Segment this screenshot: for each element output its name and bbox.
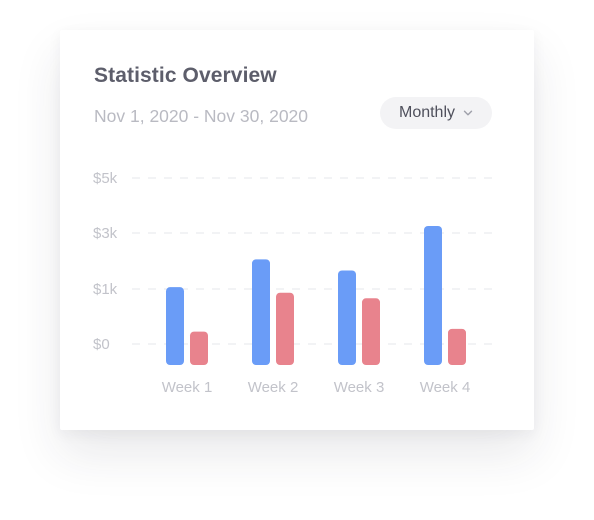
bar-series-a[interactable] (424, 226, 442, 365)
bar-series-a[interactable] (338, 270, 356, 365)
bar-series-b[interactable] (362, 298, 380, 365)
y-tick-label: $0 (93, 336, 110, 353)
x-category-label: Week 4 (420, 379, 471, 396)
y-tick-label: $5k (93, 170, 118, 187)
date-range-label: Nov 1, 2020 - Nov 30, 2020 (94, 106, 309, 126)
bar-chart: $0 $1k $3k $5k Week 1 Week 2 Week 3 Week 4 (93, 170, 492, 396)
y-tick-label: $1k (93, 281, 118, 298)
bar-series-a[interactable] (252, 259, 270, 365)
card-title: Statistic Overview (94, 64, 277, 87)
x-category-label: Week 1 (162, 379, 213, 396)
bar-series-b[interactable] (190, 331, 208, 365)
period-dropdown-label: Monthly (398, 104, 456, 121)
bar-series-b[interactable] (276, 292, 294, 365)
period-dropdown[interactable]: Monthly (380, 97, 492, 129)
statistic-overview-card: Statistic Overview Nov 1, 2020 - Nov 30,… (60, 30, 534, 430)
x-category-label: Week 2 (248, 379, 299, 396)
bar-series-a[interactable] (166, 287, 184, 365)
chevron-down-icon (463, 108, 473, 118)
y-tick-label: $3k (93, 225, 118, 242)
bar-series-b[interactable] (448, 328, 466, 365)
x-category-label: Week 3 (334, 379, 385, 396)
